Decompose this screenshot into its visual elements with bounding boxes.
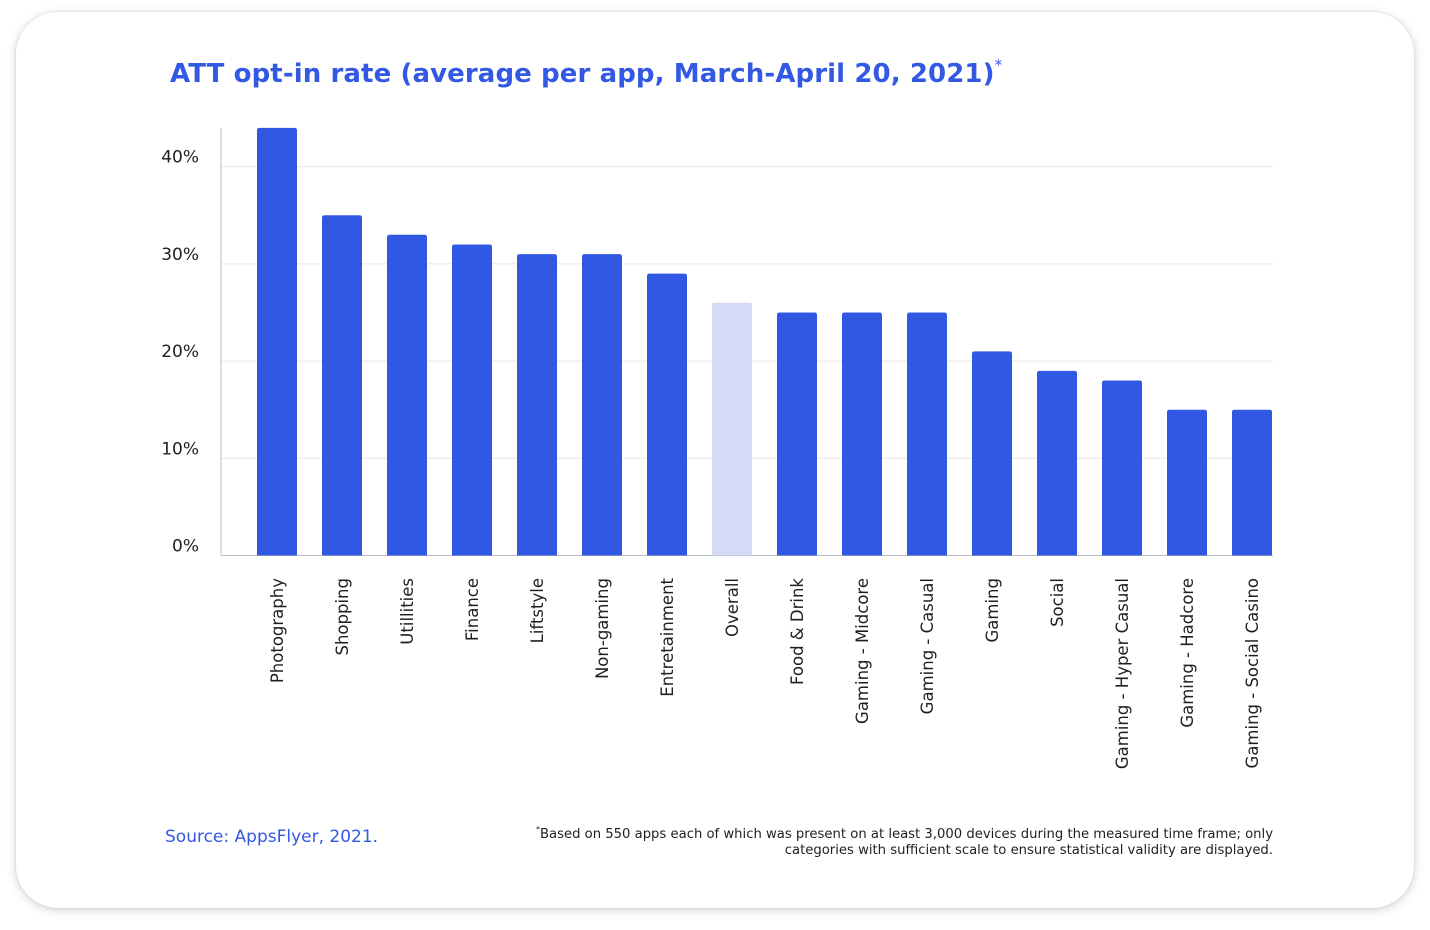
bar-gaming-hadcore bbox=[1167, 409, 1207, 556]
chart-title: ATT opt-in rate (average per app, March-… bbox=[170, 56, 1002, 89]
footnote-marker: * bbox=[535, 825, 540, 834]
footnote-text: Based on 550 apps each of which was pres… bbox=[539, 827, 1273, 858]
x-tick-label: Non-gaming bbox=[593, 578, 612, 679]
x-tick-label: Photography bbox=[268, 578, 287, 683]
bar-gaming-midcore bbox=[842, 312, 882, 556]
footnote: *Based on 550 apps each of which was pre… bbox=[513, 822, 1273, 859]
bar-gaming-social-casino bbox=[1232, 409, 1272, 556]
bar-gaming bbox=[972, 351, 1012, 556]
x-tick-label: Gaming - Hyper Casual bbox=[1113, 578, 1132, 769]
x-tick-label: Food & Drink bbox=[788, 578, 807, 685]
x-tick-label: Gaming - Midcore bbox=[853, 578, 872, 724]
y-tick-label: 30% bbox=[161, 245, 199, 265]
source-note: Source: AppsFlyer, 2021. bbox=[165, 827, 379, 847]
bar-finance bbox=[452, 244, 492, 556]
x-tick-label: Gaming - Casual bbox=[918, 578, 937, 714]
bar-shopping bbox=[322, 215, 362, 556]
bar-photography bbox=[257, 127, 297, 556]
x-tick-label: Liftstyle bbox=[528, 578, 547, 643]
x-tick-label: Shopping bbox=[333, 578, 352, 656]
y-tick-label: 10% bbox=[161, 439, 199, 459]
x-tick-label: Gaming - Social Casino bbox=[1243, 578, 1262, 768]
bar-entretainment bbox=[647, 273, 687, 556]
title-footnote-marker: * bbox=[994, 56, 1003, 74]
bar-liftstyle bbox=[517, 254, 557, 556]
x-tick-label: Overall bbox=[723, 578, 742, 637]
bar-non-gaming bbox=[582, 254, 622, 556]
x-tick-label: Gaming - Hadcore bbox=[1178, 578, 1197, 728]
y-tick-label: 0% bbox=[172, 537, 199, 557]
chart-title-text: ATT opt-in rate (average per app, March-… bbox=[170, 59, 995, 89]
bar-food-drink bbox=[777, 312, 817, 556]
bar-gaming-hyper-casual bbox=[1102, 380, 1142, 556]
bar-utillities bbox=[387, 234, 427, 556]
x-tick-label: Gaming bbox=[983, 578, 1002, 643]
x-tick-label: Finance bbox=[463, 578, 482, 641]
bar-overall bbox=[712, 302, 752, 556]
x-tick-label: Entretainment bbox=[658, 577, 677, 696]
x-tick-label: Social bbox=[1048, 578, 1067, 627]
x-tick-label: Utillities bbox=[398, 578, 417, 645]
bar-gaming-casual bbox=[907, 312, 947, 556]
y-tick-label: 40% bbox=[161, 148, 199, 168]
y-tick-label: 20% bbox=[161, 342, 199, 362]
bar-social bbox=[1037, 370, 1077, 556]
